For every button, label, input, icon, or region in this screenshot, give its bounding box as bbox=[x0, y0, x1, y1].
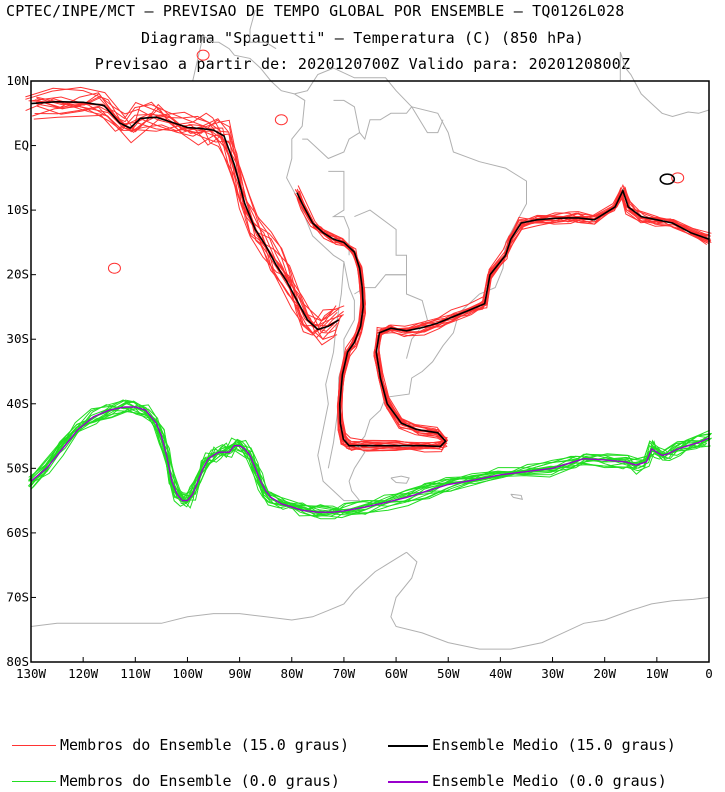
y-tick-label: 10S bbox=[6, 202, 29, 217]
x-tick-label: 50W bbox=[437, 666, 460, 681]
coastline-layer bbox=[30, 9, 710, 650]
member-15-line-west bbox=[35, 100, 345, 322]
member-0-line bbox=[28, 405, 707, 518]
ensemble-means-layer bbox=[30, 100, 710, 513]
x-tick-label: 70W bbox=[333, 666, 356, 681]
coastline-segment bbox=[390, 551, 710, 650]
legend-swatch-mean-15 bbox=[388, 744, 428, 747]
member-15-line-east bbox=[298, 185, 712, 449]
legend-label: Ensemble Medio (15.0 graus) bbox=[432, 736, 676, 754]
x-tick-label: 90W bbox=[228, 666, 251, 681]
legend-label: Membros do Ensemble (15.0 graus) bbox=[60, 736, 349, 754]
coastline-segment bbox=[390, 475, 410, 484]
mean-15-line-east bbox=[296, 188, 710, 448]
x-tick-label: 10W bbox=[646, 666, 669, 681]
member-0-line bbox=[29, 411, 708, 516]
member-0-line bbox=[30, 408, 707, 520]
chart-title-line-1: CPTEC/INPE/MCT – PREVISAO DE TEMPO GLOBA… bbox=[6, 2, 625, 20]
legend-swatch-mean-0 bbox=[388, 780, 428, 783]
legend-label: Membros do Ensemble (0.0 graus) bbox=[60, 772, 340, 790]
legend-swatch-members-0 bbox=[12, 781, 56, 782]
legend-item-mean-0: Ensemble Medio (0.0 graus) bbox=[388, 772, 667, 790]
mean-15-closed-contour bbox=[659, 173, 676, 185]
x-tick-label: 40W bbox=[489, 666, 512, 681]
member-15-line-west bbox=[36, 96, 340, 322]
x-tick-label: 0 bbox=[705, 666, 713, 681]
coastline-segment bbox=[359, 105, 444, 141]
member-15-closed-contour bbox=[274, 114, 288, 126]
y-tick-label: 70S bbox=[6, 589, 29, 604]
member-15-line-west bbox=[35, 99, 338, 334]
x-tick-label: 130W bbox=[16, 666, 47, 681]
y-tick-label: 80S bbox=[6, 654, 29, 669]
coastline-segment bbox=[30, 551, 407, 627]
x-tick-label: 30W bbox=[541, 666, 564, 681]
x-tick-label: 110W bbox=[120, 666, 151, 681]
x-tick-label: 60W bbox=[385, 666, 408, 681]
member-15-closed-contour bbox=[107, 262, 121, 274]
legend-swatch-members-15 bbox=[12, 745, 56, 746]
plot-area bbox=[31, 81, 709, 662]
coastline-segment bbox=[328, 170, 350, 256]
x-tick-label: 120W bbox=[68, 666, 99, 681]
legend-item-members-0: Membros do Ensemble (0.0 graus) bbox=[12, 772, 340, 790]
y-tick-label: 10N bbox=[6, 73, 29, 88]
mean-15-line-west bbox=[30, 100, 340, 331]
coastline-segment bbox=[327, 261, 355, 469]
y-tick-label: 60S bbox=[6, 525, 29, 540]
legend-item-mean-15: Ensemble Medio (15.0 graus) bbox=[388, 736, 676, 754]
y-tick-label: EQ bbox=[14, 138, 29, 153]
coastline-segment bbox=[286, 67, 527, 502]
coastline-segment bbox=[302, 99, 361, 160]
legend-label: Ensemble Medio (0.0 graus) bbox=[432, 772, 667, 790]
coastline-segment bbox=[354, 209, 407, 295]
member-15-closed-contour bbox=[196, 49, 210, 61]
legend-item-members-15: Membros do Ensemble (15.0 graus) bbox=[12, 736, 349, 754]
plot-frame bbox=[30, 80, 710, 663]
chart-title-line-3: Previsao a partir de: 2020120700Z Valido… bbox=[94, 55, 631, 73]
coastline-segment bbox=[192, 35, 295, 95]
y-tick-label: 50S bbox=[6, 460, 29, 475]
y-tick-label: 20S bbox=[6, 267, 29, 282]
member-0-line bbox=[30, 406, 710, 517]
y-tick-label: 30S bbox=[6, 331, 29, 346]
coastline-segment bbox=[249, 9, 277, 50]
member-0-line bbox=[31, 401, 711, 514]
mean-0-line bbox=[30, 406, 710, 513]
x-tick-label: 100W bbox=[172, 666, 203, 681]
coastline-segment bbox=[510, 493, 524, 500]
member-15-line-east bbox=[294, 186, 707, 450]
member-15-closed-contour bbox=[671, 172, 685, 184]
x-tick-label: 20W bbox=[593, 666, 616, 681]
y-tick-label: 40S bbox=[6, 396, 29, 411]
coastline-segment bbox=[619, 51, 710, 118]
x-tick-label: 80W bbox=[280, 666, 303, 681]
member-15-line-west bbox=[36, 92, 343, 332]
